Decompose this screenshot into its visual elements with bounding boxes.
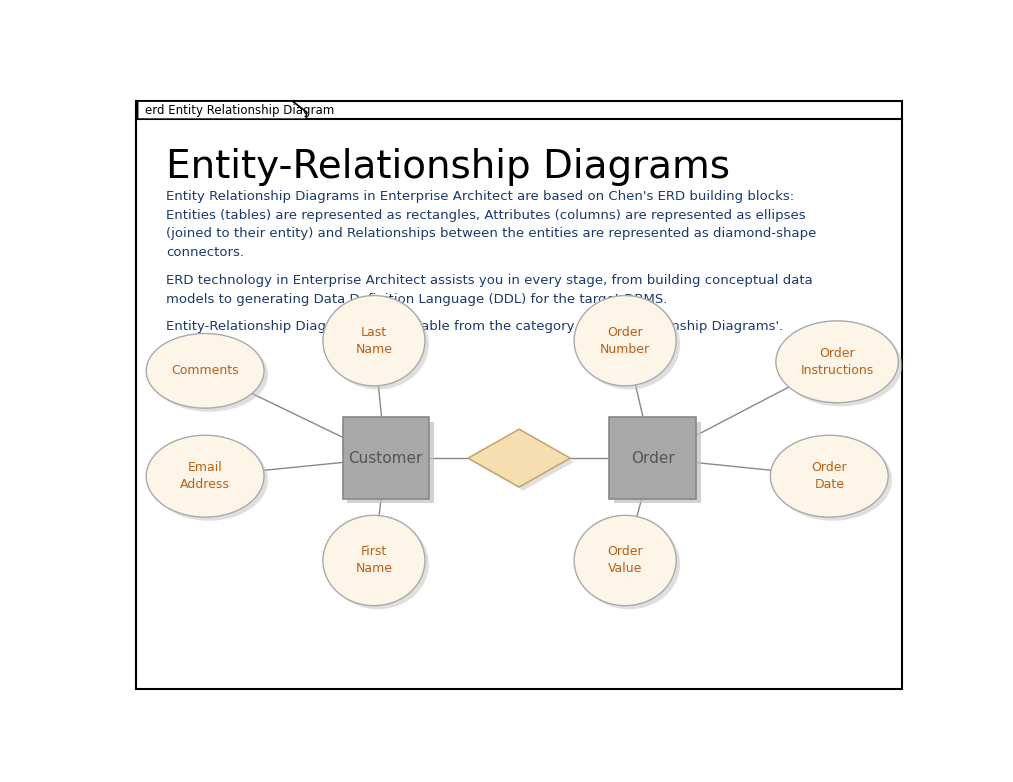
Polygon shape — [472, 433, 574, 490]
Polygon shape — [138, 101, 306, 119]
Ellipse shape — [323, 515, 425, 605]
Polygon shape — [468, 429, 570, 487]
Text: Order
Date: Order Date — [811, 461, 847, 491]
Text: Order
Value: Order Value — [608, 546, 643, 576]
Ellipse shape — [146, 333, 264, 408]
FancyBboxPatch shape — [342, 418, 428, 499]
Ellipse shape — [150, 337, 267, 412]
Ellipse shape — [150, 439, 267, 521]
Ellipse shape — [578, 519, 680, 609]
Text: erd Entity Relationship Diagram: erd Entity Relationship Diagram — [146, 103, 334, 117]
Text: Order
Number: Order Number — [600, 326, 650, 356]
Text: Entity Relationship Diagrams in Enterprise Architect are based on Chen's ERD bui: Entity Relationship Diagrams in Enterpri… — [166, 190, 816, 259]
FancyBboxPatch shape — [614, 421, 701, 503]
Text: Order: Order — [631, 450, 675, 465]
Text: Last
Name: Last Name — [356, 326, 392, 356]
FancyBboxPatch shape — [347, 421, 434, 503]
Ellipse shape — [574, 296, 677, 386]
FancyBboxPatch shape — [610, 418, 696, 499]
Ellipse shape — [327, 300, 428, 389]
Text: Entity-Relationship Diagrams are available from the category 'Entity Relationshi: Entity-Relationship Diagrams are availab… — [166, 320, 783, 332]
Text: Comments: Comments — [171, 364, 239, 378]
Ellipse shape — [146, 436, 264, 517]
Text: Entity-Relationship Diagrams: Entity-Relationship Diagrams — [166, 148, 730, 186]
Ellipse shape — [578, 300, 680, 389]
Ellipse shape — [774, 439, 892, 521]
Ellipse shape — [327, 519, 428, 609]
Ellipse shape — [776, 321, 899, 403]
Ellipse shape — [771, 436, 888, 517]
Text: First
Name: First Name — [356, 546, 392, 576]
FancyBboxPatch shape — [136, 101, 903, 689]
Text: Email
Address: Email Address — [180, 461, 230, 491]
Ellipse shape — [323, 296, 425, 386]
Ellipse shape — [780, 325, 903, 407]
Text: Customer: Customer — [348, 450, 422, 465]
Text: ERD technology in Enterprise Architect assists you in every stage, from building: ERD technology in Enterprise Architect a… — [166, 274, 812, 306]
Text: Order
Instructions: Order Instructions — [800, 346, 874, 377]
Ellipse shape — [574, 515, 677, 605]
